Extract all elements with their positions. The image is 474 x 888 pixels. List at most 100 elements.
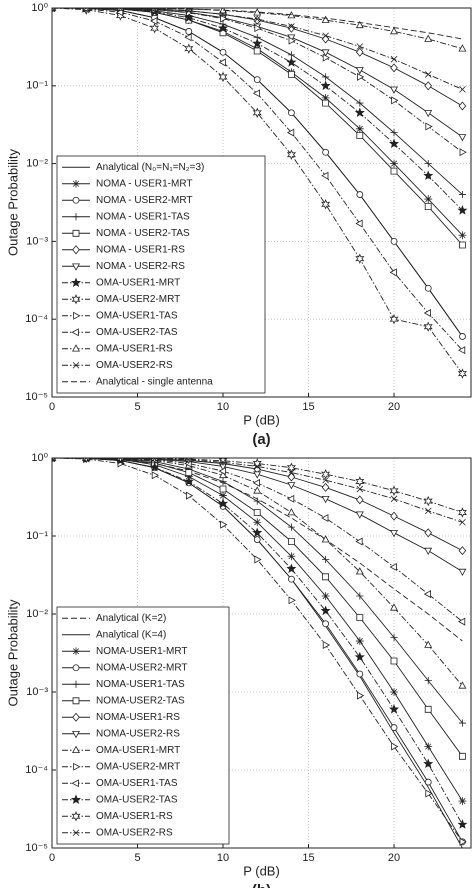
marker <box>459 241 466 249</box>
x-tick-label: 15 <box>302 401 314 413</box>
marker <box>424 742 433 751</box>
marker <box>72 731 80 739</box>
y-axis-label: Outage Probability <box>5 599 20 706</box>
marker <box>322 53 331 62</box>
marker <box>117 458 124 462</box>
marker <box>288 575 295 583</box>
marker <box>252 458 262 469</box>
marker <box>354 651 365 662</box>
marker <box>457 346 466 355</box>
marker <box>390 129 398 137</box>
marker <box>287 482 296 490</box>
marker <box>218 71 228 83</box>
marker <box>322 148 330 156</box>
marker <box>458 568 467 577</box>
marker <box>390 159 398 168</box>
legend-label: Analytical (N₀=N₁=N₂=3) <box>96 162 204 173</box>
marker <box>82 8 91 11</box>
y-tick-label: 10⁻² <box>26 158 48 170</box>
marker <box>356 485 364 493</box>
marker <box>459 333 466 340</box>
marker <box>218 58 226 67</box>
marker <box>286 149 296 160</box>
marker <box>321 49 330 57</box>
marker <box>355 20 364 29</box>
marker <box>72 263 80 271</box>
legend-label: OMA-USER2-MRT <box>96 761 180 772</box>
marker <box>390 530 398 538</box>
marker <box>73 762 81 771</box>
marker <box>458 797 467 805</box>
marker <box>286 563 297 574</box>
legend-box <box>56 155 266 394</box>
marker <box>286 128 295 137</box>
marker <box>459 837 467 846</box>
marker <box>424 203 432 210</box>
marker <box>423 495 433 507</box>
marker <box>253 536 261 543</box>
marker <box>355 511 364 519</box>
marker <box>459 86 466 93</box>
marker <box>390 657 398 665</box>
marker <box>424 110 433 118</box>
marker <box>253 518 262 527</box>
marker <box>424 640 433 648</box>
marker <box>322 73 330 81</box>
marker <box>457 617 466 626</box>
y-tick-label: 10⁻⁵ <box>25 391 48 403</box>
y-tick-label: 10⁻⁵ <box>25 842 48 854</box>
marker <box>390 26 398 35</box>
marker <box>389 485 399 496</box>
marker <box>71 779 79 788</box>
y-tick-label: 10⁻⁴ <box>25 313 48 325</box>
legend-label: NOMA-USER1-TAS <box>96 679 185 690</box>
marker <box>390 167 398 175</box>
marker <box>457 205 468 215</box>
marker <box>459 518 466 526</box>
marker <box>423 758 434 769</box>
marker <box>150 17 158 25</box>
legend-label: NOMA-USER2-MRT <box>96 662 187 673</box>
marker <box>458 719 467 727</box>
marker <box>183 476 194 486</box>
marker <box>424 81 433 91</box>
marker <box>72 712 80 722</box>
marker <box>253 509 261 516</box>
marker <box>424 778 432 786</box>
marker <box>322 573 329 581</box>
legend-label: NOMA - USER2-RS <box>96 261 185 272</box>
x-tick-label: 10 <box>217 401 229 413</box>
marker <box>322 620 330 628</box>
marker <box>424 34 433 42</box>
marker <box>219 48 227 56</box>
marker <box>219 477 227 486</box>
marker <box>355 537 363 546</box>
panel-label: (b) <box>252 882 271 888</box>
axes-frame <box>51 7 472 398</box>
legend-label: NOMA - USER1-RS <box>96 244 185 255</box>
marker <box>390 633 398 642</box>
legend-label: NOMA - USER1-MRT <box>96 178 193 189</box>
marker <box>458 546 467 556</box>
x-axis-label: P (dB) <box>243 863 280 878</box>
marker <box>72 245 80 255</box>
marker <box>459 148 467 157</box>
marker <box>321 535 330 543</box>
legend-label: OMA-USER1-TAS <box>96 778 178 789</box>
marker <box>183 12 194 23</box>
marker <box>151 8 158 13</box>
marker <box>71 810 81 822</box>
marker <box>288 109 295 117</box>
marker <box>253 76 261 83</box>
marker <box>423 590 431 599</box>
marker <box>253 463 261 470</box>
marker <box>219 491 227 500</box>
x-tick-label: 10 <box>217 852 229 864</box>
marker <box>219 485 227 493</box>
marker <box>355 637 364 645</box>
marker <box>355 67 364 75</box>
legend-label: OMA-USER2-MRT <box>96 294 180 305</box>
marker <box>52 458 56 462</box>
marker <box>288 36 296 45</box>
marker <box>390 603 398 611</box>
